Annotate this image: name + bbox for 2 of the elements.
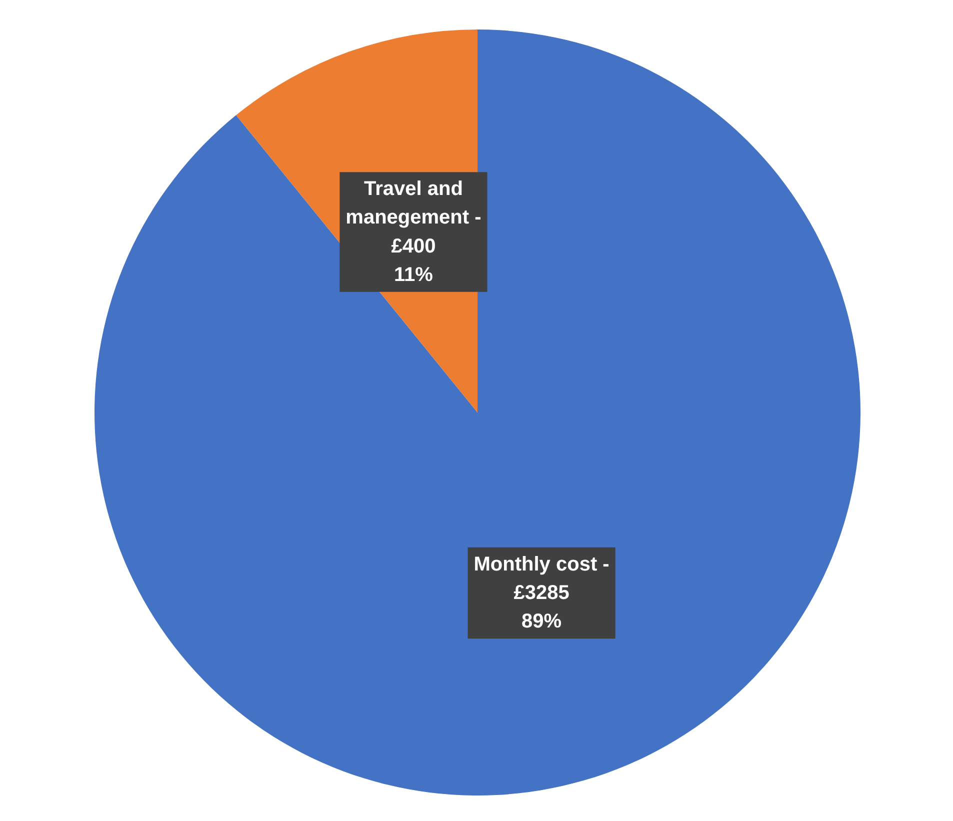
slice-label: Travel and manegement - £400 11% xyxy=(346,178,482,286)
slice-label: Monthly cost - £3285 89% xyxy=(474,553,610,633)
